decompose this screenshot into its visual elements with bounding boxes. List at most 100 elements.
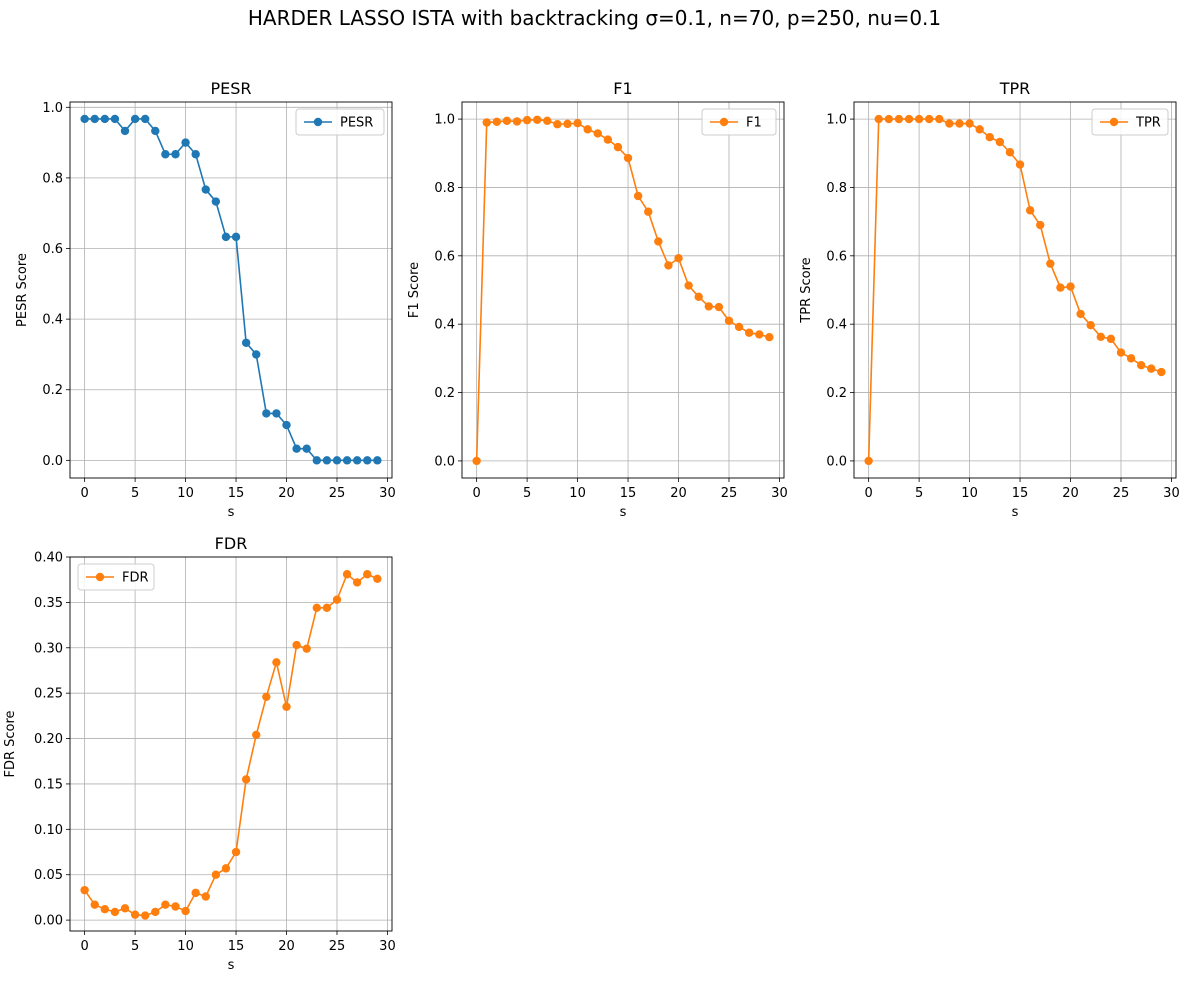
data-point [312,603,321,613]
data-point [252,350,261,359]
subplot-title: F1 [613,79,632,98]
data-point [1157,367,1166,377]
data-point [664,261,673,270]
y-tick-label: 0.05 [34,868,63,883]
series-line-f1 [475,118,770,461]
data-point [201,892,210,901]
data-point [332,456,342,465]
y-tick-label: 0.8 [826,181,847,196]
y-tick-label: 0.15 [34,777,63,792]
y-tick-label: 0.4 [42,313,63,328]
x-tick-label: 10 [177,939,194,954]
data-point [874,114,883,124]
legend-marker [95,572,105,582]
y-tick-label: 0.10 [34,823,63,838]
y-axis-label: F1 Score [407,262,422,318]
data-point [302,444,311,453]
data-point [373,574,382,583]
data-point [684,281,693,290]
data-point [724,316,734,325]
x-tick-label: 0 [472,486,480,501]
data-point [704,302,713,311]
series-line-fdr [83,572,378,917]
data-point [80,114,89,124]
data-point [1005,148,1015,157]
x-tick-label: 30 [771,486,788,501]
legend-box [295,108,385,136]
data-point [151,126,160,136]
data-point [141,114,150,124]
x-tick-label: 5 [523,486,531,501]
y-tick-label: 0.6 [434,249,455,264]
x-tick-label: 20 [278,486,295,501]
data-point [90,900,99,909]
data-point [252,730,261,740]
data-point [925,114,934,124]
data-point [363,570,372,579]
data-point [1076,309,1085,319]
data-point [80,885,89,895]
data-point [221,864,231,873]
data-point [191,150,200,159]
x-tick-label: 15 [228,486,245,501]
x-axis-label: s [228,505,235,520]
legend-label: PESR [340,116,373,131]
subplot-tpr: 0 5 10 15 20 25 30 0.0 0.2 0.4 0.6 0.8 1.0 TPR s TPR Sc… [799,79,1180,520]
data-point [292,640,301,650]
y-tick-label: 1.0 [42,101,63,116]
data-point [373,456,382,465]
data-point [352,456,362,465]
y-tick-label: 0.20 [34,732,63,747]
legend-label: FDR [122,571,149,586]
data-point [965,119,974,128]
x-tick-label: 0 [80,486,88,501]
y-axis-label: FDR Score [3,710,18,777]
data-point [864,456,873,466]
data-point [522,115,532,125]
y-tick-label: 0.8 [42,171,63,186]
data-point [161,150,170,159]
data-point [241,775,251,784]
y-tick-label: 1.0 [434,113,455,128]
data-point [553,120,562,129]
data-point [633,191,643,201]
data-point [654,237,663,246]
x-tick-label: 20 [670,486,687,501]
y-tick-label: 0.0 [434,454,455,469]
data-point [573,118,582,128]
data-point [1126,354,1136,363]
data-point [714,302,724,312]
data-point [90,114,99,124]
data-point [935,114,944,124]
subplot-title: TPR [999,79,1031,98]
data-point [130,910,140,919]
y-tick-label: 0.0 [826,454,847,469]
data-point [613,142,623,152]
x-axis-label: s [1012,505,1019,520]
x-tick-label: 30 [379,939,396,954]
legend-box [77,563,155,591]
data-point [161,900,170,909]
data-point [110,907,120,917]
data-point [603,135,613,144]
x-tick-label: 15 [228,939,245,954]
figure-title: HARDER LASSO ISTA with backtracking σ=0.… [247,6,942,30]
data-point [282,702,291,711]
data-point [272,409,281,418]
y-tick-label: 0.30 [34,641,63,656]
legend: TPR [1091,108,1169,136]
data-point [231,847,241,857]
data-point [945,119,954,128]
data-point [100,905,110,914]
data-point [1147,364,1156,373]
x-tick-label: 25 [721,486,738,501]
legend-box [1091,108,1169,136]
data-point [1066,282,1075,291]
x-tick-label: 30 [379,486,396,501]
data-point [1046,259,1055,268]
x-tick-label: 15 [1012,486,1029,501]
data-point [191,888,200,898]
y-tick-label: 0.0 [42,454,63,469]
data-point [502,116,512,126]
